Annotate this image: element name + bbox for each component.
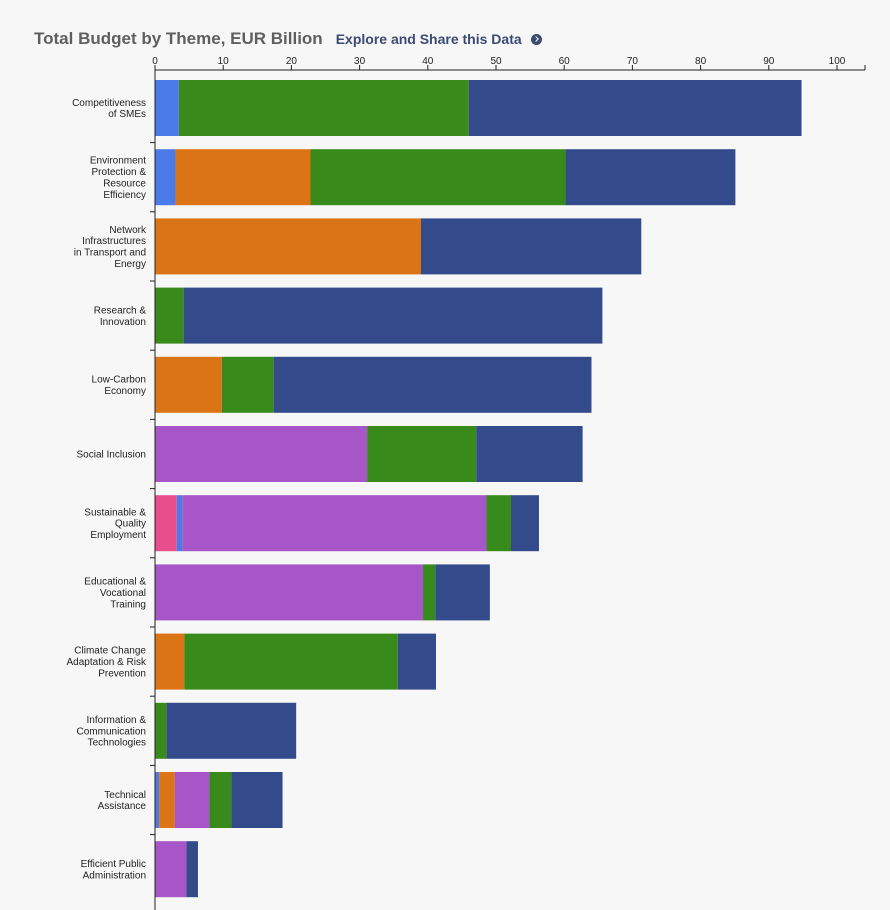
bar-segment[interactable] [174, 772, 210, 828]
bar-segment[interactable] [468, 80, 802, 136]
bar-segment[interactable] [155, 356, 222, 413]
bar-segment[interactable] [166, 702, 297, 759]
category-label: Employment [90, 530, 146, 541]
explore-share-link[interactable]: Explore and Share this Data [336, 31, 542, 47]
x-tick-label: 50 [490, 56, 502, 67]
category-label: Communication [77, 726, 146, 737]
bar-segment[interactable] [155, 564, 424, 621]
x-tick-label: 80 [695, 56, 707, 67]
category-label: Protection & [92, 167, 147, 178]
bar-segment[interactable] [176, 495, 183, 552]
bar-segment[interactable] [155, 426, 368, 482]
category-label: Infrastructures [82, 236, 146, 247]
bar-segment[interactable] [367, 426, 477, 482]
category-label: Technologies [88, 738, 146, 749]
chart-header: Total Budget by Theme, EUR Billion Explo… [34, 28, 542, 50]
category-label: Economy [104, 386, 146, 397]
bar-segment[interactable] [155, 633, 185, 690]
category-label: Low-Carbon [92, 375, 146, 386]
bar-segment[interactable] [476, 426, 583, 482]
bar-segment[interactable] [155, 772, 160, 828]
x-axis: 0 10 20 30 40 50 60 70 80 90 100 [152, 56, 866, 71]
category-label: Training [110, 599, 146, 610]
bar-segment[interactable] [486, 495, 512, 552]
bar-segment[interactable] [186, 841, 198, 898]
bar-segment[interactable] [565, 149, 736, 206]
x-tick-label: 40 [422, 56, 434, 67]
category-label: Efficient Public [81, 859, 146, 870]
bar-segment[interactable] [155, 149, 176, 206]
category-label: Educational & [84, 577, 146, 588]
x-tick-label: 60 [559, 56, 571, 67]
category-label: in Transport and [74, 248, 146, 259]
category-label: Prevention [98, 669, 146, 680]
bar-segment[interactable] [155, 287, 184, 344]
category-label: Social Inclusion [77, 450, 146, 461]
chevron-right-circle-icon[interactable] [530, 33, 542, 45]
bar-segment[interactable] [184, 633, 398, 690]
category-label: Assistance [98, 801, 147, 812]
category-label: Sustainable & [84, 507, 146, 518]
bar-segment[interactable] [310, 149, 566, 206]
bar-segment[interactable] [182, 495, 487, 552]
chart-title: Total Budget by Theme, EUR Billion [34, 29, 323, 48]
explore-share-label: Explore and Share this Data [335, 31, 522, 47]
bar-segment[interactable] [423, 564, 436, 621]
category-label: Resource [103, 178, 146, 189]
bar-segment[interactable] [420, 218, 642, 275]
bar-segment[interactable] [511, 495, 539, 552]
bar-group [155, 80, 802, 898]
category-label: Adaptation & Risk [67, 657, 147, 668]
bar-segment[interactable] [231, 772, 283, 828]
category-label: Administration [83, 870, 146, 881]
category-label: Network [109, 225, 147, 236]
bar-segment[interactable] [155, 841, 187, 898]
bar-segment[interactable] [155, 702, 167, 759]
x-tick-label: 90 [763, 56, 775, 67]
category-label: Quality [115, 519, 146, 530]
bar-segment[interactable] [273, 356, 592, 413]
x-tick-label: 10 [218, 56, 230, 67]
category-label: Environment [90, 156, 146, 167]
x-tick-label: 70 [627, 56, 639, 67]
bar-segment[interactable] [155, 495, 177, 552]
category-label: Research & [94, 305, 147, 316]
category-label: Efficiency [103, 190, 146, 201]
bar-segment[interactable] [155, 80, 179, 136]
category-label: Innovation [100, 317, 146, 328]
category-label: of SMEs [108, 109, 146, 120]
bar-segment[interactable] [221, 356, 274, 413]
category-label: Information & [87, 715, 147, 726]
x-tick-label: 100 [829, 56, 846, 67]
category-label: Energy [114, 259, 146, 270]
bar-segment[interactable] [155, 218, 421, 275]
bar-segment[interactable] [435, 564, 490, 621]
category-label: Climate Change [74, 646, 146, 657]
bar-segment[interactable] [397, 633, 436, 690]
category-label: Vocational [100, 588, 146, 599]
bar-segment[interactable] [175, 149, 311, 206]
category-label: Competitiveness [72, 98, 146, 109]
bar-segment[interactable] [159, 772, 175, 828]
x-tick-label: 30 [354, 56, 366, 67]
x-tick-label: 20 [286, 56, 298, 67]
bar-segment[interactable] [178, 80, 469, 136]
category-label: Technical [104, 790, 146, 801]
x-tick-label: 0 [152, 56, 158, 67]
bar-segment[interactable] [209, 772, 232, 828]
bar-segment[interactable] [183, 287, 603, 344]
